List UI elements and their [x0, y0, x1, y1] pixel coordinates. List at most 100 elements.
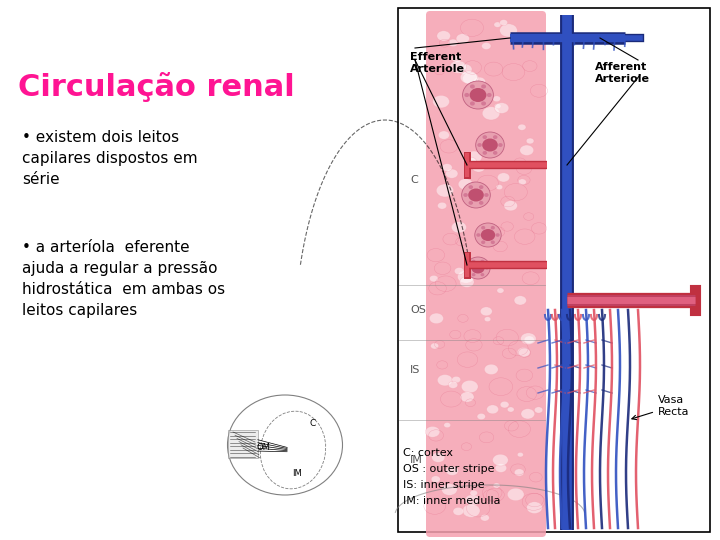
Text: Afferent
Arteriole: Afferent Arteriole	[595, 62, 650, 84]
Ellipse shape	[479, 185, 483, 189]
Ellipse shape	[462, 182, 490, 208]
Ellipse shape	[481, 226, 485, 230]
Ellipse shape	[438, 202, 446, 209]
Ellipse shape	[483, 227, 492, 234]
Text: IM: IM	[292, 469, 302, 477]
Ellipse shape	[524, 336, 534, 343]
Ellipse shape	[482, 151, 487, 155]
Ellipse shape	[454, 267, 464, 275]
Ellipse shape	[504, 201, 518, 211]
Ellipse shape	[497, 288, 504, 293]
Ellipse shape	[469, 88, 487, 102]
Ellipse shape	[429, 313, 444, 323]
Ellipse shape	[469, 201, 473, 205]
Ellipse shape	[433, 96, 449, 108]
Ellipse shape	[484, 193, 489, 197]
Text: OS: OS	[410, 305, 426, 315]
Text: • existem dois leitos
capilares dispostos em
série: • existem dois leitos capilares disposto…	[22, 130, 197, 187]
Ellipse shape	[518, 124, 526, 130]
Ellipse shape	[485, 317, 491, 322]
Ellipse shape	[438, 131, 449, 139]
Ellipse shape	[465, 495, 480, 505]
Ellipse shape	[449, 381, 458, 388]
Ellipse shape	[470, 84, 475, 89]
Text: IM: inner medulla: IM: inner medulla	[403, 496, 500, 506]
Ellipse shape	[480, 273, 485, 276]
Text: Circulação renal: Circulação renal	[18, 72, 294, 102]
Ellipse shape	[437, 375, 452, 386]
Ellipse shape	[482, 138, 498, 152]
Text: OM: OM	[256, 442, 270, 451]
Ellipse shape	[496, 185, 503, 190]
Text: C: C	[310, 418, 316, 428]
Ellipse shape	[436, 184, 454, 197]
Ellipse shape	[494, 104, 501, 109]
Ellipse shape	[472, 273, 475, 276]
Ellipse shape	[521, 409, 535, 419]
Ellipse shape	[460, 392, 474, 402]
Ellipse shape	[464, 93, 469, 97]
Ellipse shape	[472, 262, 485, 273]
Ellipse shape	[491, 226, 495, 230]
Ellipse shape	[482, 43, 491, 50]
Ellipse shape	[446, 169, 458, 178]
Ellipse shape	[481, 240, 485, 244]
Ellipse shape	[481, 84, 486, 89]
Ellipse shape	[481, 229, 495, 241]
Ellipse shape	[452, 55, 462, 63]
Ellipse shape	[457, 271, 474, 283]
Ellipse shape	[470, 102, 475, 106]
Bar	[228, 430, 258, 458]
Ellipse shape	[472, 162, 485, 172]
Ellipse shape	[426, 427, 440, 437]
Ellipse shape	[500, 19, 508, 25]
Ellipse shape	[487, 405, 498, 414]
Ellipse shape	[464, 193, 468, 197]
Ellipse shape	[518, 179, 526, 185]
Ellipse shape	[462, 504, 480, 517]
Ellipse shape	[500, 24, 517, 37]
Ellipse shape	[517, 453, 523, 457]
Text: IS: IS	[410, 365, 420, 375]
Bar	[398, 8, 710, 532]
Ellipse shape	[462, 72, 479, 85]
FancyBboxPatch shape	[426, 11, 546, 537]
Ellipse shape	[493, 483, 500, 488]
Ellipse shape	[485, 266, 489, 269]
Ellipse shape	[462, 380, 478, 393]
Ellipse shape	[493, 151, 498, 155]
Ellipse shape	[463, 81, 493, 109]
Ellipse shape	[500, 401, 509, 408]
Ellipse shape	[431, 343, 438, 349]
Ellipse shape	[480, 260, 485, 263]
Ellipse shape	[491, 240, 495, 244]
Ellipse shape	[468, 188, 484, 201]
Ellipse shape	[485, 233, 492, 238]
Ellipse shape	[437, 31, 451, 41]
Text: Vasa
Recta: Vasa Recta	[632, 395, 690, 420]
Ellipse shape	[482, 135, 487, 139]
Ellipse shape	[466, 151, 482, 163]
Ellipse shape	[474, 77, 485, 86]
Ellipse shape	[477, 413, 485, 420]
Ellipse shape	[476, 132, 504, 158]
Ellipse shape	[480, 515, 490, 521]
Text: Efferent
Arteriole: Efferent Arteriole	[410, 52, 465, 73]
Ellipse shape	[492, 96, 500, 102]
Ellipse shape	[450, 60, 467, 73]
Ellipse shape	[464, 157, 477, 166]
Ellipse shape	[508, 488, 524, 501]
Ellipse shape	[467, 266, 471, 269]
Ellipse shape	[492, 454, 508, 466]
Text: IS: inner stripe: IS: inner stripe	[403, 480, 485, 490]
Ellipse shape	[493, 135, 498, 139]
Ellipse shape	[458, 179, 473, 190]
Text: C: C	[410, 175, 418, 185]
Ellipse shape	[481, 102, 486, 106]
Ellipse shape	[460, 71, 477, 84]
Ellipse shape	[477, 233, 480, 237]
Text: C: cortex: C: cortex	[403, 448, 453, 458]
Ellipse shape	[487, 93, 492, 97]
Ellipse shape	[495, 464, 507, 472]
Ellipse shape	[444, 422, 451, 428]
